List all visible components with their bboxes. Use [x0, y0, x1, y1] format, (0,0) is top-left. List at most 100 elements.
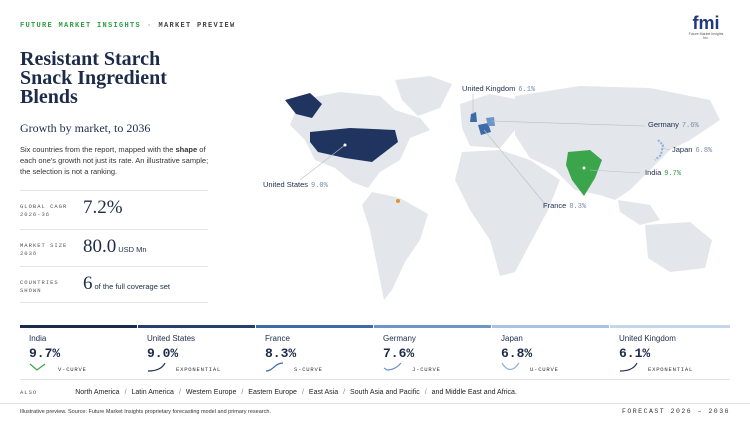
map-label: France 8.3% [543, 201, 586, 211]
region: Latin America [131, 389, 174, 396]
dots [343, 143, 586, 170]
section: MARKET PREVIEW [158, 22, 236, 30]
map-label: United Kingdom 6.1% [462, 84, 535, 94]
divider [20, 379, 730, 380]
text: of each one's growth not just its rate. … [20, 145, 209, 176]
text: Six countries from the report, mapped wi… [20, 145, 176, 154]
logo: fmi Future Market Insights Inc. [686, 14, 726, 40]
name: France [543, 201, 567, 210]
name: United Kingdom [462, 84, 516, 93]
leaders [299, 94, 671, 205]
emphasis: shape [175, 145, 198, 154]
name: Germany [383, 334, 416, 343]
map-label: United States 9.0% [263, 180, 328, 190]
stat-value: 80.0 USD Mn [83, 236, 147, 258]
title: Resistant Starch Snack Ingredient Blends [20, 48, 167, 108]
name: India [29, 334, 47, 343]
curve: U-CURVE [530, 366, 559, 373]
cagr: 6.1% [518, 86, 536, 94]
united-states [310, 128, 398, 162]
separator: · [147, 22, 153, 30]
curve-icon [383, 362, 402, 371]
separator: / [343, 389, 346, 396]
cagr: 8.3% [265, 346, 297, 361]
name: France [265, 334, 290, 343]
region: Western Europe [185, 389, 237, 396]
value: 80.0 [83, 236, 117, 257]
germany [486, 117, 495, 126]
country-card: Japan 6.8% U-CURVE [492, 325, 609, 377]
map-label: Germany 7.6% [648, 120, 699, 130]
cagr: 7.6% [383, 346, 415, 361]
japan [654, 139, 665, 161]
region: North America [75, 389, 120, 396]
unit: of the full coverage set [94, 282, 170, 291]
country-card: France 8.3% S-CURVE [256, 325, 373, 377]
map-label: India 9.7% [645, 168, 681, 178]
map-label: Japan 6.8% [672, 145, 712, 155]
region: Eastern Europe [248, 389, 297, 396]
united-kingdom [470, 112, 477, 122]
name: Japan [672, 145, 693, 154]
stat: MARKET SIZE 2036 80.0 USD Mn [20, 229, 208, 265]
stat-label: GLOBAL CAGR 2026-36 [20, 203, 68, 218]
cagr: 9.7% [29, 346, 61, 361]
india [566, 150, 602, 196]
stat: COUNTRIES SHOWN 6 of the full coverage set [20, 266, 208, 303]
separator: / [424, 389, 427, 396]
cagr: 7.6% [681, 122, 699, 130]
name: Germany [648, 120, 679, 129]
unit: USD Mn [118, 245, 147, 254]
brand: FUTURE MARKET INSIGHTS [20, 22, 142, 30]
stat-value: 6 of the full coverage set [83, 273, 170, 295]
forecast: FORECAST 2026 – 2036 [621, 408, 730, 415]
country-card: United States 9.0% EXPONENTIAL [138, 325, 255, 377]
also-label: ALSO [20, 389, 38, 396]
name: United States [147, 334, 196, 343]
value: 6 [83, 273, 93, 294]
curve: S-CURVE [294, 366, 323, 373]
logo-caption: Future Market Insights Inc. [688, 32, 724, 40]
separator: / [124, 389, 127, 396]
separator: / [301, 389, 304, 396]
separator: / [178, 389, 181, 396]
curve-icon [29, 363, 46, 371]
stat-label: COUNTRIES SHOWN [20, 279, 59, 294]
name: United States [263, 180, 309, 189]
description: Six countries from the report, mapped wi… [20, 144, 215, 177]
name: Japan [501, 334, 523, 343]
curve-icon [619, 362, 638, 372]
cagr: 8.3% [569, 203, 587, 211]
french-guiana [396, 199, 400, 203]
region: and Middle East and Africa. [431, 389, 517, 396]
curve: J-CURVE [412, 366, 441, 373]
stat: GLOBAL CAGR 2026-36 7.2% [20, 190, 208, 226]
cagr: 6.8% [501, 346, 533, 361]
curve-icon [147, 362, 166, 372]
country-card: United Kingdom 6.1% EXPONENTIAL [610, 325, 730, 377]
cagr: 9.7% [664, 170, 682, 178]
alaska [285, 93, 322, 118]
curve-icon [265, 362, 284, 372]
stat-label: MARKET SIZE 2036 [20, 242, 68, 257]
name: India [645, 168, 662, 177]
subtitle: Growth by market, to 2036 [20, 121, 151, 135]
country-card: Germany 7.6% J-CURVE [374, 325, 491, 377]
cagr: 6.8% [695, 147, 713, 155]
header: FUTURE MARKET INSIGHTS · MARKET PREVIEW [20, 22, 236, 30]
cagr: 9.0% [147, 346, 179, 361]
curve-icon [501, 362, 520, 371]
region: East Asia [308, 389, 339, 396]
separator: / [241, 389, 244, 396]
cagr: 6.1% [619, 346, 651, 361]
land [290, 76, 720, 300]
curve: EXPONENTIAL [648, 366, 694, 373]
name: United Kingdom [619, 334, 676, 343]
cagr: 9.0% [311, 182, 328, 190]
curve: V-CURVE [58, 366, 87, 373]
logo-mark: fmi [692, 13, 720, 33]
also-row: ALSO North America / Latin America / Western … [20, 389, 517, 396]
region: South Asia and Pacific [350, 389, 420, 396]
curve: EXPONENTIAL [176, 366, 222, 373]
